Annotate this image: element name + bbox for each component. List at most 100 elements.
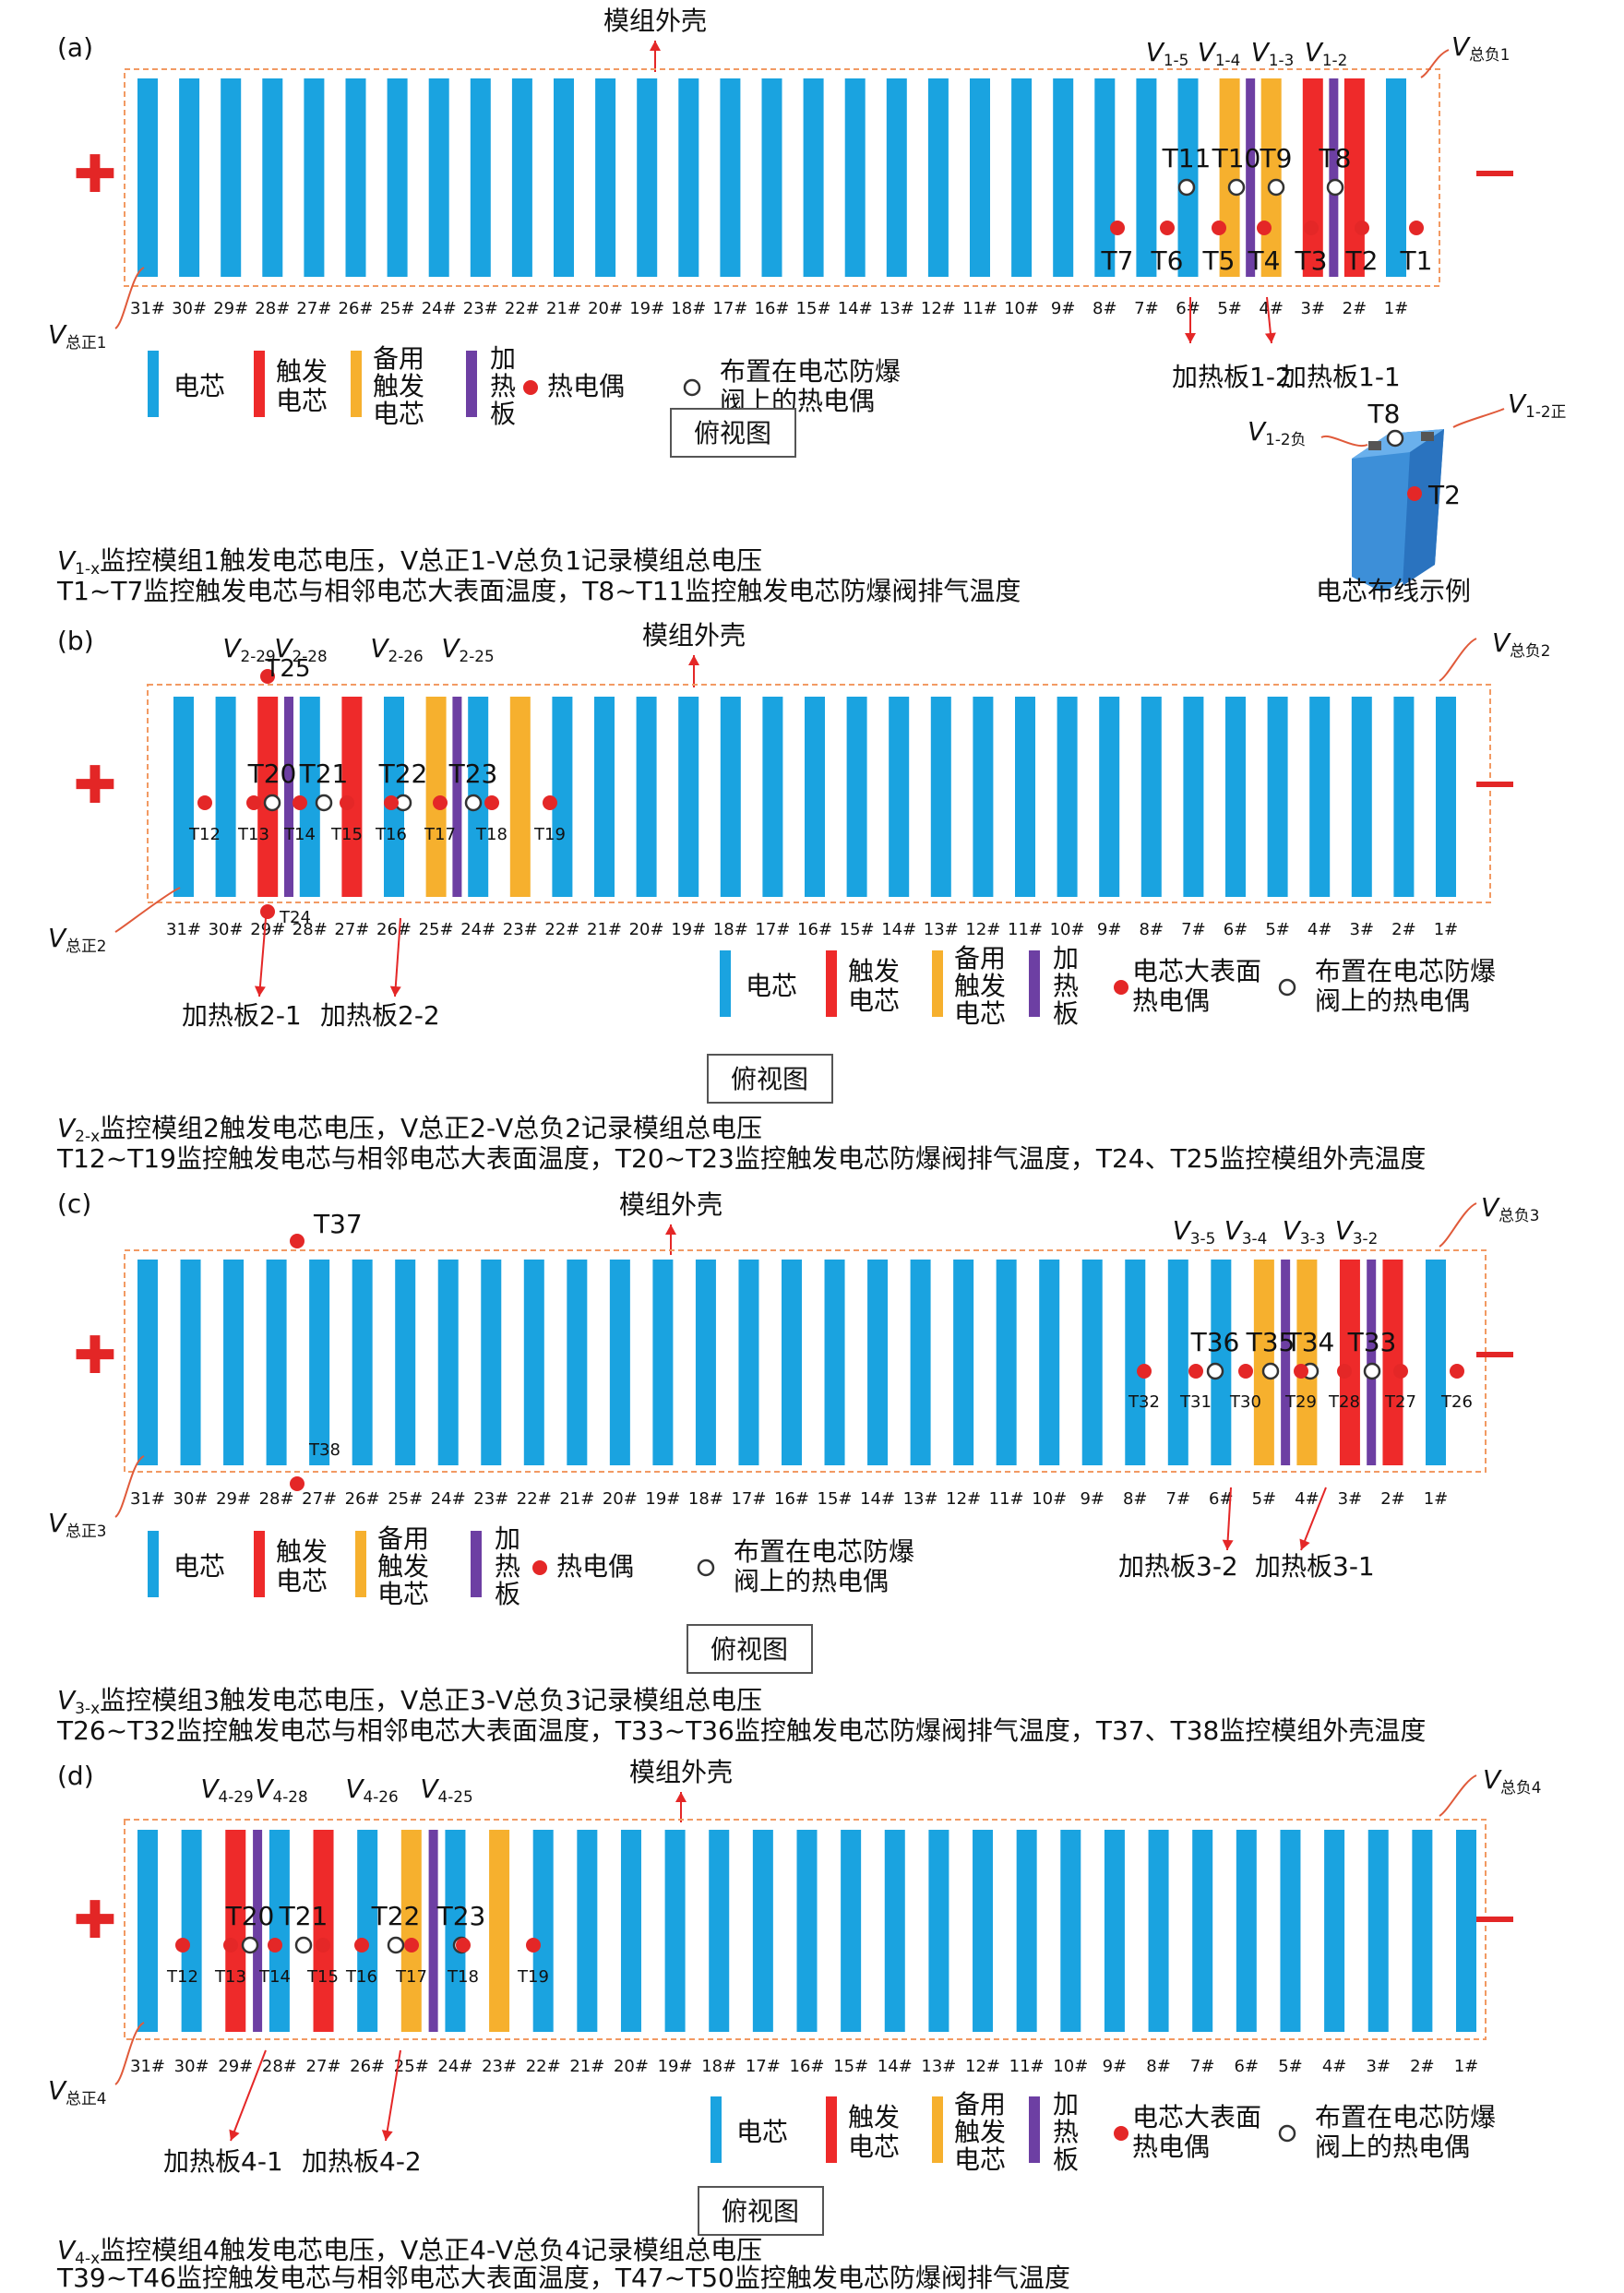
example-surface-label: T2 bbox=[1427, 480, 1461, 510]
panel-b-view-box bbox=[707, 1054, 833, 1104]
panel-b-case-thermocouple bbox=[260, 669, 275, 684]
panel-d-cell-31# bbox=[137, 1830, 158, 2032]
panel-a-cell-label: 8# bbox=[1093, 299, 1117, 318]
panel-a-cell-label: 23# bbox=[463, 299, 498, 318]
panel-b-note-2: T12~T19监控触发电芯与相邻电芯大表面温度，T20~T23监控触发电芯防爆阀… bbox=[56, 1143, 1426, 1174]
panel-a-cell-24# bbox=[428, 78, 449, 277]
panel-d-housing-arrow-head bbox=[675, 1792, 687, 1802]
panel-b-legend-spare-label: 触发 bbox=[954, 971, 1006, 1001]
panel-d-cell-label: 6# bbox=[1235, 2057, 1260, 2076]
panel-b-surface-thermocouple-label: T12 bbox=[188, 825, 221, 844]
panel-b-view-label: 俯视图 bbox=[731, 1064, 808, 1094]
panel-a-cell-label: 16# bbox=[755, 299, 790, 318]
panel-d-cell-label: 27# bbox=[306, 2057, 341, 2076]
panel-d-cell-7# bbox=[1192, 1830, 1213, 2032]
example-title: 电芯布线示例 bbox=[1316, 576, 1471, 606]
panel-a-cell-label: 9# bbox=[1051, 299, 1076, 318]
panel-b-valve-thermocouple bbox=[464, 794, 483, 812]
panel-d-cell-12# bbox=[973, 1830, 994, 2032]
panel-a-cell-label: 5# bbox=[1217, 299, 1242, 318]
panel-a-heater-label: 加热板1-1 bbox=[1281, 362, 1401, 392]
panel-d-cell-2# bbox=[1412, 1830, 1433, 2032]
panel-c-heater-label: 加热板3-1 bbox=[1255, 1551, 1375, 1582]
panel-d-cell-label: 31# bbox=[130, 2057, 165, 2076]
panel-d-cell-28# bbox=[269, 1830, 290, 2032]
example-valve-label: T8 bbox=[1367, 399, 1401, 429]
panel-d-cell-19# bbox=[664, 1830, 686, 2032]
panel-b-legend-spare-swatch bbox=[932, 950, 943, 1017]
panel-a-cell-31# bbox=[137, 78, 158, 277]
panel-d-cell-label: 15# bbox=[833, 2057, 868, 2076]
panel-b-surface-thermocouple bbox=[246, 795, 261, 810]
panel-b-legend-thermo-dot bbox=[1114, 980, 1128, 995]
panel-b-cell-30# bbox=[215, 697, 236, 897]
panel-d-cell-26# bbox=[357, 1830, 378, 2032]
panel-c-cell-30# bbox=[180, 1260, 201, 1465]
panel-b-valve-thermocouple-label: T22 bbox=[378, 758, 428, 789]
panel-d-cell-label: 4# bbox=[1322, 2057, 1347, 2076]
panel-d-surface-thermocouple-label: T17 bbox=[395, 1967, 427, 1987]
panel-d-cell-label: 16# bbox=[790, 2057, 825, 2076]
panel-d-cell-label: 25# bbox=[394, 2057, 429, 2076]
panel-c-neg-leader bbox=[1439, 1202, 1477, 1248]
panel-d-legend-spare-swatch bbox=[932, 2096, 943, 2163]
panel-c-cell-20# bbox=[609, 1260, 630, 1465]
panel-a-cell-label: 21# bbox=[546, 299, 581, 318]
panel-a-note-1: V1-x监控模组1触发电芯电压，V总正1-V总负1记录模组总电压 bbox=[57, 545, 762, 579]
panel-b-heater-plate-1 bbox=[284, 697, 293, 897]
panel-c-legend-trigger-label: 触发 bbox=[276, 1536, 328, 1567]
panel-a-cell-label: 29# bbox=[213, 299, 248, 318]
panel-b-label: (b) bbox=[57, 626, 94, 656]
panel-c-legend-trigger-label: 电芯 bbox=[276, 1566, 328, 1596]
panel-b-surface-thermocouple-label: T17 bbox=[424, 825, 456, 844]
panel-d-legend-thermo-dot bbox=[1114, 2126, 1128, 2141]
panel-b-cell-10# bbox=[1057, 697, 1078, 897]
panel-d-cell-21# bbox=[577, 1830, 598, 2032]
panel-c-cell-3# bbox=[1339, 1260, 1360, 1465]
panel-d-cell-10# bbox=[1060, 1830, 1081, 2032]
panel-b-legend-cell-label: 电芯 bbox=[746, 971, 797, 1001]
panel-c-pos-leader bbox=[114, 1455, 145, 1518]
panel-c-cell-25# bbox=[395, 1260, 416, 1465]
panel-c-frame bbox=[124, 1249, 1487, 1473]
panel-c-cell-label: 27# bbox=[302, 1489, 337, 1509]
panel-b-cell-label: 9# bbox=[1097, 920, 1122, 939]
panel-d-cell-27# bbox=[313, 1830, 334, 2032]
panel-d-legend-thermo-label: 热电偶 bbox=[1132, 2132, 1210, 2162]
panel-d-cell-20# bbox=[620, 1830, 641, 2032]
panel-d-legend-spare-label: 电芯 bbox=[954, 2144, 1006, 2175]
panel-a-view-label: 俯视图 bbox=[694, 418, 771, 448]
panel-a-surface-thermocouple-label: T1 bbox=[1400, 245, 1433, 276]
panel-c-cell-label: 10# bbox=[1032, 1489, 1067, 1509]
panel-d-legend-valve-label: 阀上的热电偶 bbox=[1315, 2132, 1470, 2162]
panel-d-cell-3# bbox=[1367, 1830, 1389, 2032]
panel-b-cell-label: 7# bbox=[1181, 920, 1206, 939]
panel-a-valve-thermocouple bbox=[1267, 178, 1285, 197]
panel-d-cell-label: 3# bbox=[1366, 2057, 1391, 2076]
panel-d-cell-17# bbox=[752, 1830, 773, 2032]
panel-b-surface-thermocouple bbox=[384, 795, 399, 810]
panel-b-cell-16# bbox=[805, 697, 825, 897]
panel-a-cell-11# bbox=[970, 78, 990, 277]
panel-d-cell-label: 5# bbox=[1278, 2057, 1303, 2076]
panel-c-cell-label: 25# bbox=[388, 1489, 423, 1509]
panel-b-cell-label: 6# bbox=[1224, 920, 1248, 939]
panel-b-surface-thermocouple-label: T18 bbox=[475, 825, 508, 844]
panel-a-surface-thermocouple bbox=[1257, 221, 1272, 235]
panel-c-cell-15# bbox=[824, 1260, 845, 1465]
panel-b-case-thermocouple-label: T24 bbox=[279, 908, 311, 927]
panel-c-cell-12# bbox=[953, 1260, 974, 1465]
panel-a-cell-25# bbox=[387, 78, 408, 277]
panel-c-cell-label: 24# bbox=[431, 1489, 466, 1509]
panel-a-plus-terminal: ✚ bbox=[74, 145, 117, 205]
example-cell-negative-tab bbox=[1368, 441, 1381, 450]
panel-d-cell-label: 7# bbox=[1190, 2057, 1215, 2076]
panel-c-cell-label: 1# bbox=[1424, 1489, 1449, 1509]
panel-d-valve-thermocouple-label: T21 bbox=[279, 1901, 328, 1931]
panel-a-legend-spare-label: 触发 bbox=[373, 371, 424, 401]
panel-c-cell-label: 15# bbox=[818, 1489, 853, 1509]
panel-c-view-label: 俯视图 bbox=[710, 1634, 788, 1665]
panel-d-surface-thermocouple bbox=[404, 1938, 419, 1953]
panel-d-surface-thermocouple-label: T12 bbox=[166, 1967, 198, 1987]
